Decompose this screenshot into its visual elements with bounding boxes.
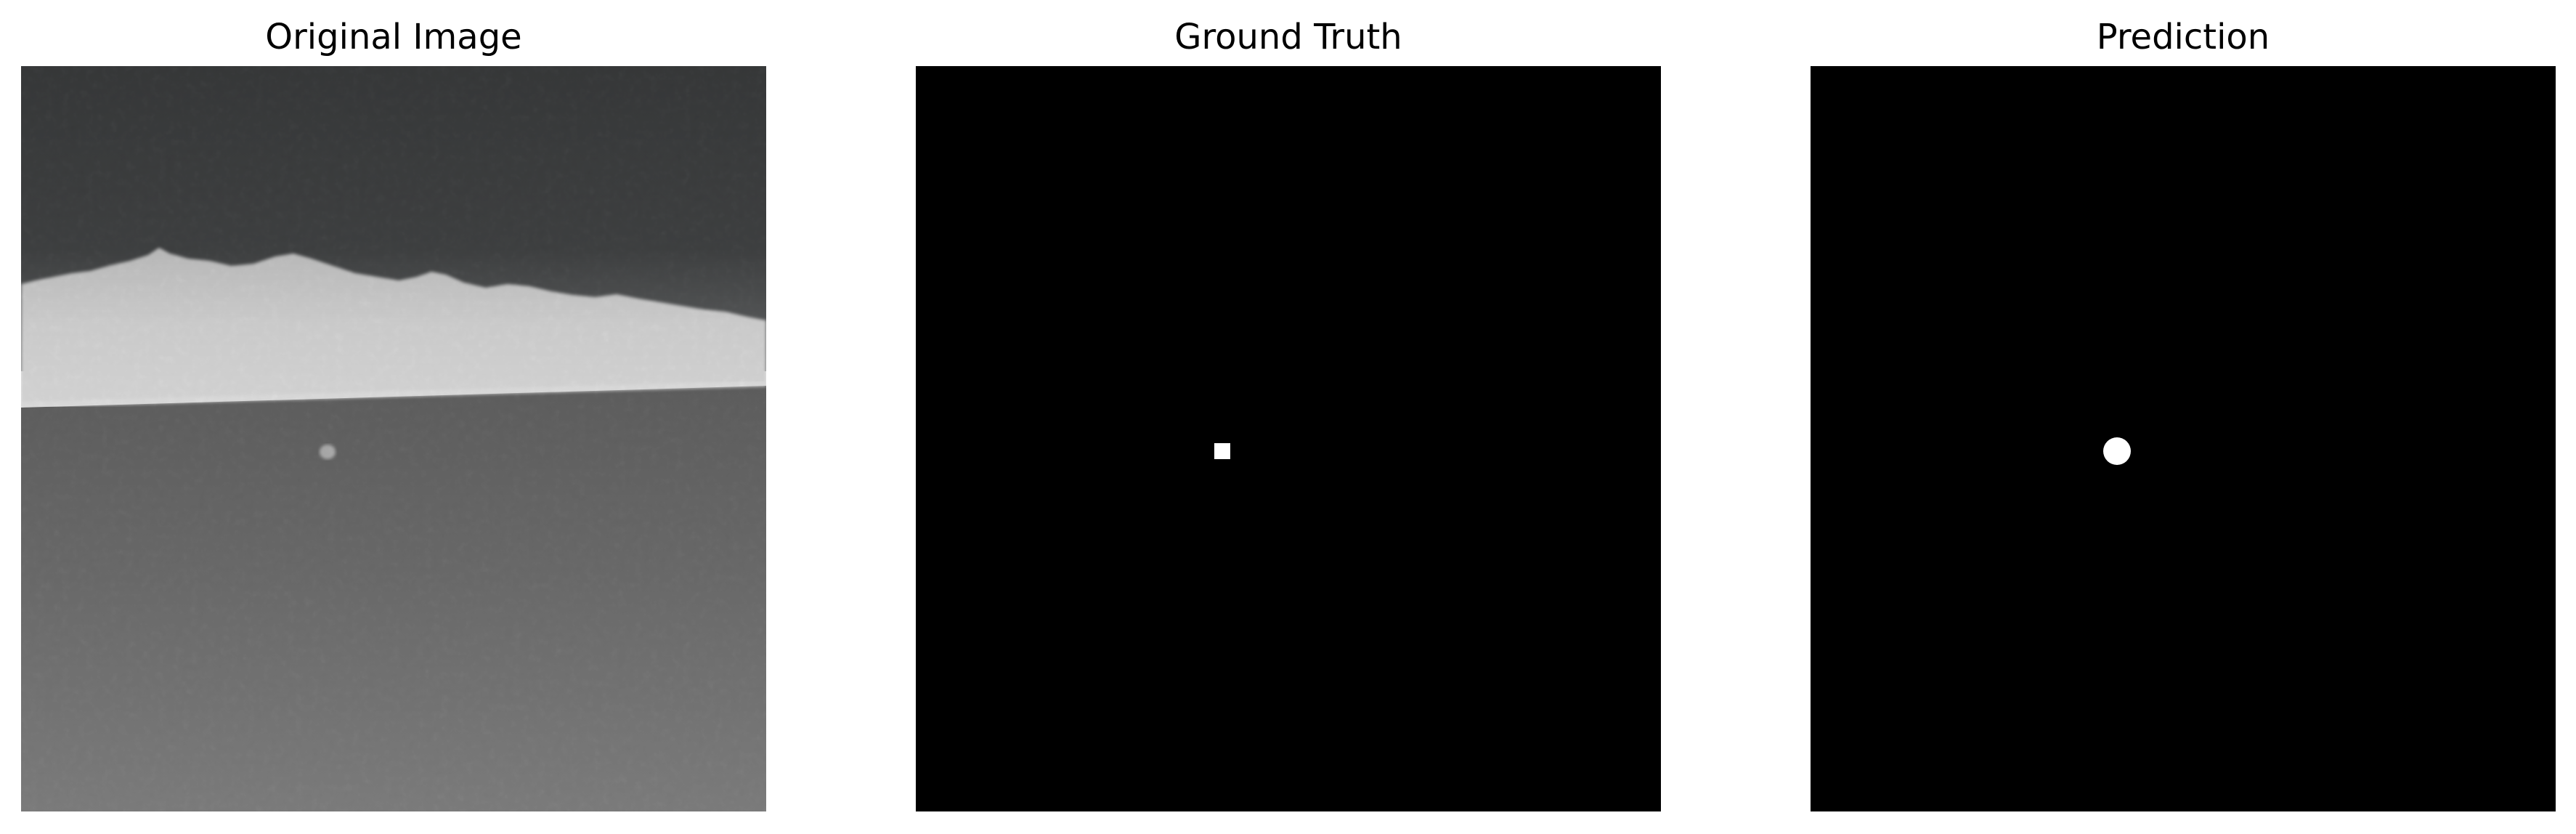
original-image-panel (21, 66, 766, 811)
ground-truth-title: Ground Truth (1174, 17, 1402, 57)
thermal-scene-image (21, 66, 766, 811)
prediction-panel (1811, 66, 2556, 811)
prediction-title: Prediction (2096, 17, 2270, 57)
original-image-title: Original Image (265, 17, 522, 57)
ground-truth-target (1214, 443, 1230, 459)
prediction-target (2103, 437, 2131, 465)
ground-truth-mask (916, 66, 1661, 811)
prediction-mask (1811, 66, 2556, 811)
ground-truth-panel (916, 66, 1661, 811)
